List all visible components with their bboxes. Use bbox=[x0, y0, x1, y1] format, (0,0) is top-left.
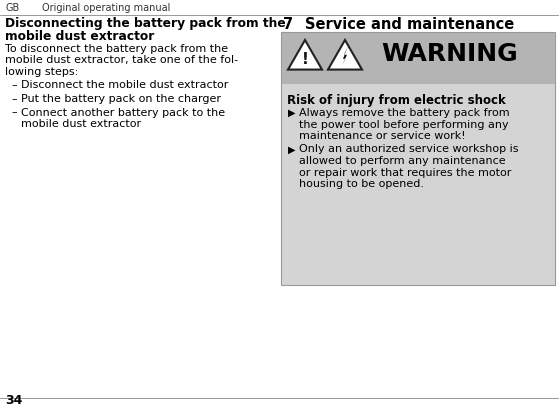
Text: Original operating manual: Original operating manual bbox=[42, 3, 170, 13]
Text: Disconnecting the battery pack from the: Disconnecting the battery pack from the bbox=[5, 17, 286, 30]
Text: 34: 34 bbox=[5, 394, 22, 407]
Text: mobile dust extractor: mobile dust extractor bbox=[5, 30, 154, 43]
Bar bbox=[281, 32, 555, 285]
Polygon shape bbox=[342, 46, 348, 65]
Text: mobile dust extractor, take one of the fol-: mobile dust extractor, take one of the f… bbox=[5, 55, 238, 65]
Polygon shape bbox=[328, 40, 362, 69]
Text: lowing steps:: lowing steps: bbox=[5, 67, 78, 77]
Text: Service and maintenance: Service and maintenance bbox=[305, 17, 514, 32]
Text: Only an authorized service workshop is: Only an authorized service workshop is bbox=[299, 145, 519, 155]
Text: 7: 7 bbox=[283, 17, 293, 32]
Text: ▶: ▶ bbox=[288, 145, 296, 155]
Text: –: – bbox=[11, 81, 17, 90]
Text: Always remove the battery pack from: Always remove the battery pack from bbox=[299, 108, 510, 118]
Bar bbox=[281, 84, 555, 285]
Text: allowed to perform any maintenance: allowed to perform any maintenance bbox=[299, 156, 506, 166]
Bar bbox=[281, 32, 555, 84]
Polygon shape bbox=[288, 40, 322, 69]
Text: housing to be opened.: housing to be opened. bbox=[299, 179, 424, 189]
Text: Put the battery pack on the charger: Put the battery pack on the charger bbox=[21, 94, 221, 104]
Text: mobile dust extractor: mobile dust extractor bbox=[21, 119, 141, 129]
Text: Connect another battery pack to the: Connect another battery pack to the bbox=[21, 108, 225, 118]
Text: Disconnect the mobile dust extractor: Disconnect the mobile dust extractor bbox=[21, 81, 229, 90]
Text: To disconnect the battery pack from the: To disconnect the battery pack from the bbox=[5, 44, 228, 54]
Text: maintenance or service work!: maintenance or service work! bbox=[299, 131, 466, 141]
Text: ▶: ▶ bbox=[288, 108, 296, 118]
Text: or repair work that requires the motor: or repair work that requires the motor bbox=[299, 168, 511, 178]
Text: Risk of injury from electric shock: Risk of injury from electric shock bbox=[287, 94, 506, 107]
Text: –: – bbox=[11, 94, 17, 104]
Text: the power tool before performing any: the power tool before performing any bbox=[299, 120, 509, 129]
Text: GB: GB bbox=[5, 3, 19, 13]
Text: !: ! bbox=[301, 52, 309, 67]
Text: –: – bbox=[11, 108, 17, 118]
Text: WARNING: WARNING bbox=[381, 42, 518, 66]
